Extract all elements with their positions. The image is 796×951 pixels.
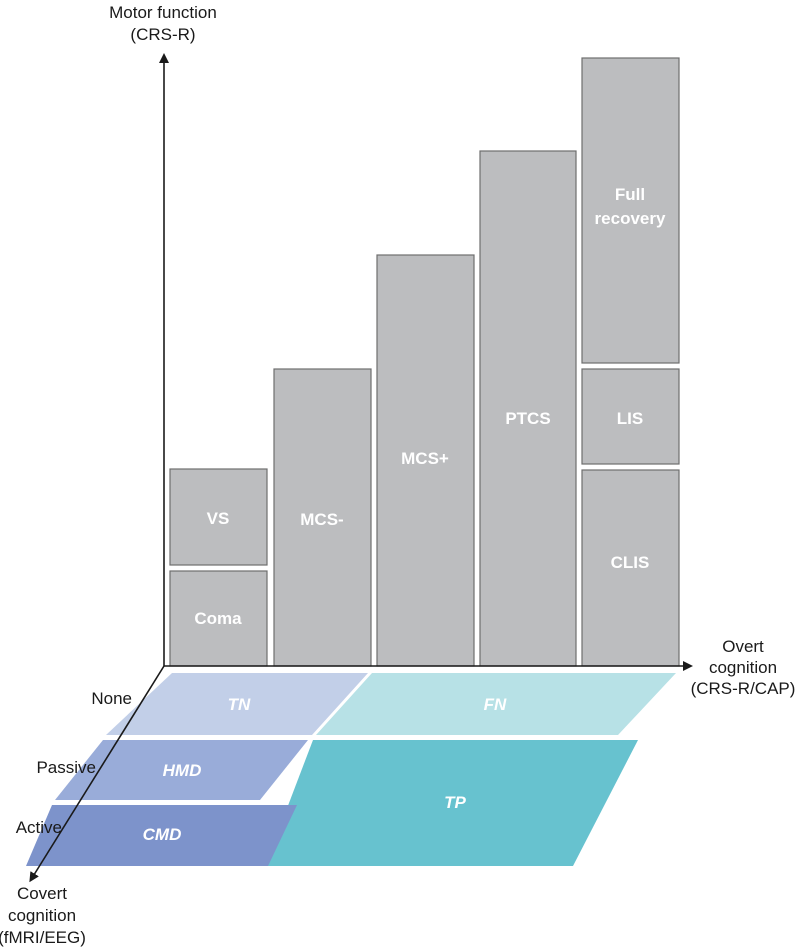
floor-tn [106,673,368,735]
floor-label-fn: FN [484,695,507,714]
bar-label-lis: LIS [617,409,643,428]
x-axis-label-line1: Overt [722,637,764,656]
x-axis-label-line3: (CRS-R/CAP) [691,679,796,698]
floor-label-hmd: HMD [163,761,202,780]
bar-label-clis: CLIS [611,553,650,572]
bar-label-mcs-minus: MCS- [300,510,343,529]
bar-label-mcs-plus: MCS+ [401,449,449,468]
bar-mcs-minus [273,368,372,667]
bar-label-coma: Coma [194,609,242,628]
bar-label-full-recovery-line1: Full [615,185,645,204]
floor-label-tp: TP [444,793,466,812]
floor-tp [265,740,638,866]
bar-mcs-plus [376,254,475,667]
bar-clis [581,469,680,667]
bar-label-full-recovery-line2: recovery [595,209,666,228]
z-axis-label-line3: (fMRI/EEG) [0,928,86,947]
floor-label-cmd: CMD [143,825,182,844]
x-axis-label-line2: cognition [709,658,777,677]
bar-full-recovery [581,57,680,364]
bar-ptcs [479,150,577,667]
bar-label-vs: VS [207,509,230,528]
covert-level-active: Active [16,818,62,837]
floor-hmd [55,740,308,800]
covert-level-none: None [91,689,132,708]
floor-label-tn: TN [228,695,251,714]
bar-vs [169,468,268,566]
z-axis-label-line2: cognition [8,906,76,925]
y-axis-label-line1: Motor function [109,3,217,22]
z-axis-label-line1: Covert [17,884,67,903]
covert-level-passive: Passive [36,758,96,777]
bar-label-ptcs: PTCS [505,409,550,428]
y-axis-label-line2: (CRS-R) [130,25,195,44]
bar-lis [581,368,680,465]
floor-fn [316,673,676,735]
floor-cmd [26,805,297,866]
z-axis [29,665,165,883]
